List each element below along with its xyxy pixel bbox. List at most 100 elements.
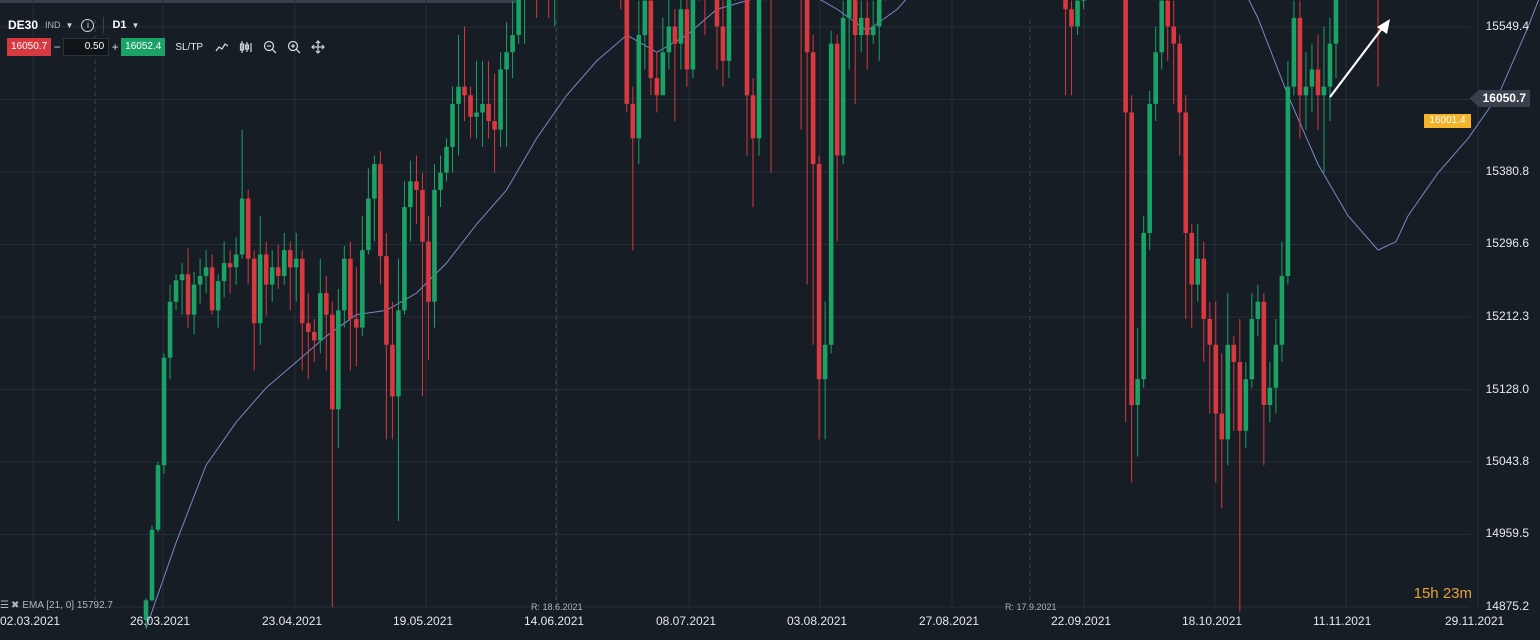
candle-bullish bbox=[269, 267, 275, 285]
candle-bullish bbox=[1291, 17, 1297, 87]
candle-bullish bbox=[480, 103, 485, 113]
candle-bearish bbox=[1261, 301, 1267, 405]
instrument-symbol[interactable]: DE30 bbox=[8, 18, 39, 32]
price-tick-label: 15212.3 bbox=[1485, 308, 1529, 323]
candle-bearish bbox=[1189, 232, 1195, 285]
candle-bullish bbox=[161, 357, 167, 466]
candle-bullish bbox=[456, 86, 461, 104]
candle-bearish bbox=[462, 86, 467, 96]
candle-bullish bbox=[293, 258, 299, 268]
candle-bullish bbox=[1255, 301, 1261, 319]
window-top-border bbox=[0, 0, 516, 3]
sell-price-button[interactable]: 16050.7 bbox=[7, 38, 52, 56]
candle-bullish bbox=[396, 310, 401, 397]
candle-bearish bbox=[1201, 258, 1207, 319]
candle-bullish bbox=[221, 263, 227, 282]
ema-line bbox=[145, 0, 1540, 629]
candle-bearish bbox=[185, 274, 191, 315]
candle-bullish bbox=[1279, 275, 1285, 345]
instrument-bar: DE30 IND ▼ i D1 ▼ bbox=[8, 15, 139, 35]
indicator-settings-icon[interactable]: ☰ bbox=[0, 600, 9, 611]
candle-bullish bbox=[408, 181, 413, 208]
sltp-button[interactable]: SL/TP bbox=[175, 41, 204, 53]
candle-bearish bbox=[720, 26, 726, 61]
candle-bearish bbox=[804, 0, 810, 53]
price-tick-label: 15128.0 bbox=[1485, 381, 1529, 396]
date-tick-label: 19.05.2021 bbox=[393, 614, 454, 628]
indicator-legend[interactable]: ☰ ✖ EMA [21, 0] 15792.7 bbox=[0, 600, 113, 611]
chevron-down-icon[interactable]: ▼ bbox=[131, 20, 140, 30]
candle-bearish bbox=[354, 318, 359, 328]
candle-bearish bbox=[486, 103, 491, 122]
candle-bullish bbox=[197, 275, 203, 285]
date-tick-label: 29.11.2021 bbox=[1445, 614, 1505, 628]
crosshair-icon[interactable] bbox=[311, 40, 325, 54]
candle-bullish bbox=[336, 310, 341, 410]
candle-bullish bbox=[167, 301, 173, 358]
candle-bullish bbox=[726, 0, 732, 61]
ema-layer bbox=[145, 0, 1540, 629]
info-icon[interactable]: i bbox=[81, 18, 95, 32]
candle-bearish bbox=[330, 314, 335, 410]
indicator-close-icon[interactable]: ✖ bbox=[10, 600, 20, 611]
date-tick-label: 11.11.2021 bbox=[1313, 614, 1372, 628]
candle-countdown: 15h 23m bbox=[1414, 585, 1472, 602]
candle-bullish bbox=[498, 69, 503, 130]
candle-bullish bbox=[756, 0, 762, 139]
candle-bearish bbox=[624, 0, 630, 104]
zoom-in-icon[interactable] bbox=[287, 40, 301, 54]
date-tick-label: 23.04.2021 bbox=[262, 614, 323, 628]
candle-bearish bbox=[1183, 112, 1189, 233]
candle-bullish bbox=[840, 17, 846, 156]
candle-bearish bbox=[744, 0, 750, 96]
candle-bearish bbox=[251, 258, 257, 324]
candles-layer bbox=[143, 0, 1379, 629]
candle-bullish bbox=[366, 198, 371, 251]
candle-bearish bbox=[420, 189, 425, 242]
candle-bullish bbox=[239, 198, 245, 255]
candle-bullish bbox=[143, 600, 149, 621]
level-line-tag[interactable]: 16001.4 bbox=[1424, 114, 1471, 128]
candle-bullish bbox=[1327, 43, 1333, 87]
zoom-out-icon[interactable] bbox=[263, 40, 277, 54]
line-chart-icon[interactable] bbox=[215, 40, 229, 54]
candle-bearish bbox=[426, 241, 431, 302]
date-tick-label: 02.03.2021 bbox=[0, 614, 61, 628]
volume-input[interactable]: 0.50 bbox=[63, 38, 110, 56]
candle-bullish bbox=[203, 267, 209, 276]
candle-bearish bbox=[1165, 0, 1170, 27]
rollover-label: R: 17.9.2021 bbox=[1005, 602, 1057, 612]
volume-decrease-button[interactable]: − bbox=[53, 40, 61, 54]
candle-bullish bbox=[281, 250, 287, 276]
candle-bullish bbox=[1267, 387, 1273, 405]
candle-bullish bbox=[1249, 318, 1255, 380]
candle-bearish bbox=[834, 43, 840, 156]
candle-bearish bbox=[852, 0, 858, 36]
chevron-down-icon[interactable]: ▼ bbox=[65, 20, 74, 30]
candle-bearish bbox=[1231, 344, 1237, 362]
candle-bearish bbox=[816, 164, 822, 380]
volume-increase-button[interactable]: + bbox=[111, 40, 119, 54]
current-price-tag: 16050.7 bbox=[1469, 90, 1530, 107]
candle-bullish bbox=[372, 164, 377, 199]
candle-bullish bbox=[822, 344, 828, 380]
candle-bullish bbox=[1303, 86, 1309, 96]
candle-bullish bbox=[1321, 86, 1327, 96]
trade-bar: 16050.7 − 0.50 + 16052.4 SL/TP bbox=[7, 38, 325, 56]
indicator-label: EMA [21, 0] 15792.7 bbox=[22, 600, 113, 611]
candle-bearish bbox=[1129, 112, 1134, 405]
candlestick-icon[interactable] bbox=[239, 40, 253, 54]
candle-bearish bbox=[324, 293, 329, 315]
date-tick-label: 26.03.2021 bbox=[130, 614, 191, 628]
candle-bearish bbox=[714, 0, 720, 27]
candle-bearish bbox=[1297, 17, 1303, 96]
timeframe-selector[interactable]: D1 bbox=[112, 19, 127, 31]
candle-bullish bbox=[360, 250, 365, 328]
candle-bullish bbox=[444, 146, 449, 173]
toolbar-separator bbox=[103, 17, 105, 33]
buy-price-button[interactable]: 16052.4 bbox=[121, 38, 166, 56]
candle-bullish bbox=[155, 465, 161, 530]
date-tick-label: 18.10.2021 bbox=[1182, 614, 1243, 628]
candle-bullish bbox=[870, 26, 876, 36]
